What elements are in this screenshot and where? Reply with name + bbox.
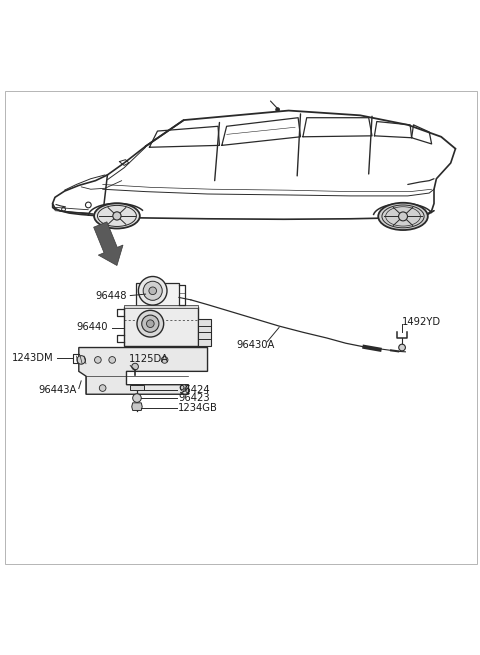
- Text: 96440: 96440: [77, 322, 108, 333]
- FancyBboxPatch shape: [130, 384, 144, 390]
- Circle shape: [132, 394, 141, 402]
- Text: 96430A: 96430A: [236, 340, 275, 350]
- Circle shape: [109, 356, 116, 364]
- Text: 96443A: 96443A: [38, 385, 76, 396]
- Polygon shape: [79, 348, 207, 394]
- Text: 1492YD: 1492YD: [402, 317, 441, 327]
- Text: 1125DA: 1125DA: [129, 354, 169, 364]
- FancyBboxPatch shape: [124, 307, 198, 346]
- Circle shape: [149, 287, 156, 295]
- Circle shape: [180, 384, 187, 392]
- Circle shape: [399, 344, 406, 351]
- Text: 96448: 96448: [95, 291, 127, 301]
- Text: 96423: 96423: [178, 393, 210, 403]
- FancyBboxPatch shape: [198, 320, 211, 346]
- Circle shape: [143, 281, 162, 301]
- Ellipse shape: [94, 203, 140, 229]
- Circle shape: [276, 107, 279, 111]
- Circle shape: [398, 212, 408, 221]
- Circle shape: [77, 356, 85, 364]
- Circle shape: [161, 356, 168, 364]
- Circle shape: [138, 276, 167, 305]
- Circle shape: [146, 320, 154, 328]
- Polygon shape: [94, 222, 123, 265]
- Polygon shape: [132, 403, 142, 411]
- Text: 1243DM: 1243DM: [12, 354, 54, 364]
- Text: 1234GB: 1234GB: [178, 403, 218, 413]
- Circle shape: [113, 212, 121, 220]
- FancyBboxPatch shape: [124, 305, 198, 309]
- Circle shape: [142, 315, 159, 332]
- Circle shape: [132, 364, 138, 370]
- Circle shape: [137, 310, 164, 337]
- FancyBboxPatch shape: [136, 283, 179, 306]
- Text: 96424: 96424: [178, 385, 210, 396]
- Ellipse shape: [378, 203, 428, 230]
- Circle shape: [99, 384, 106, 392]
- Circle shape: [95, 356, 101, 364]
